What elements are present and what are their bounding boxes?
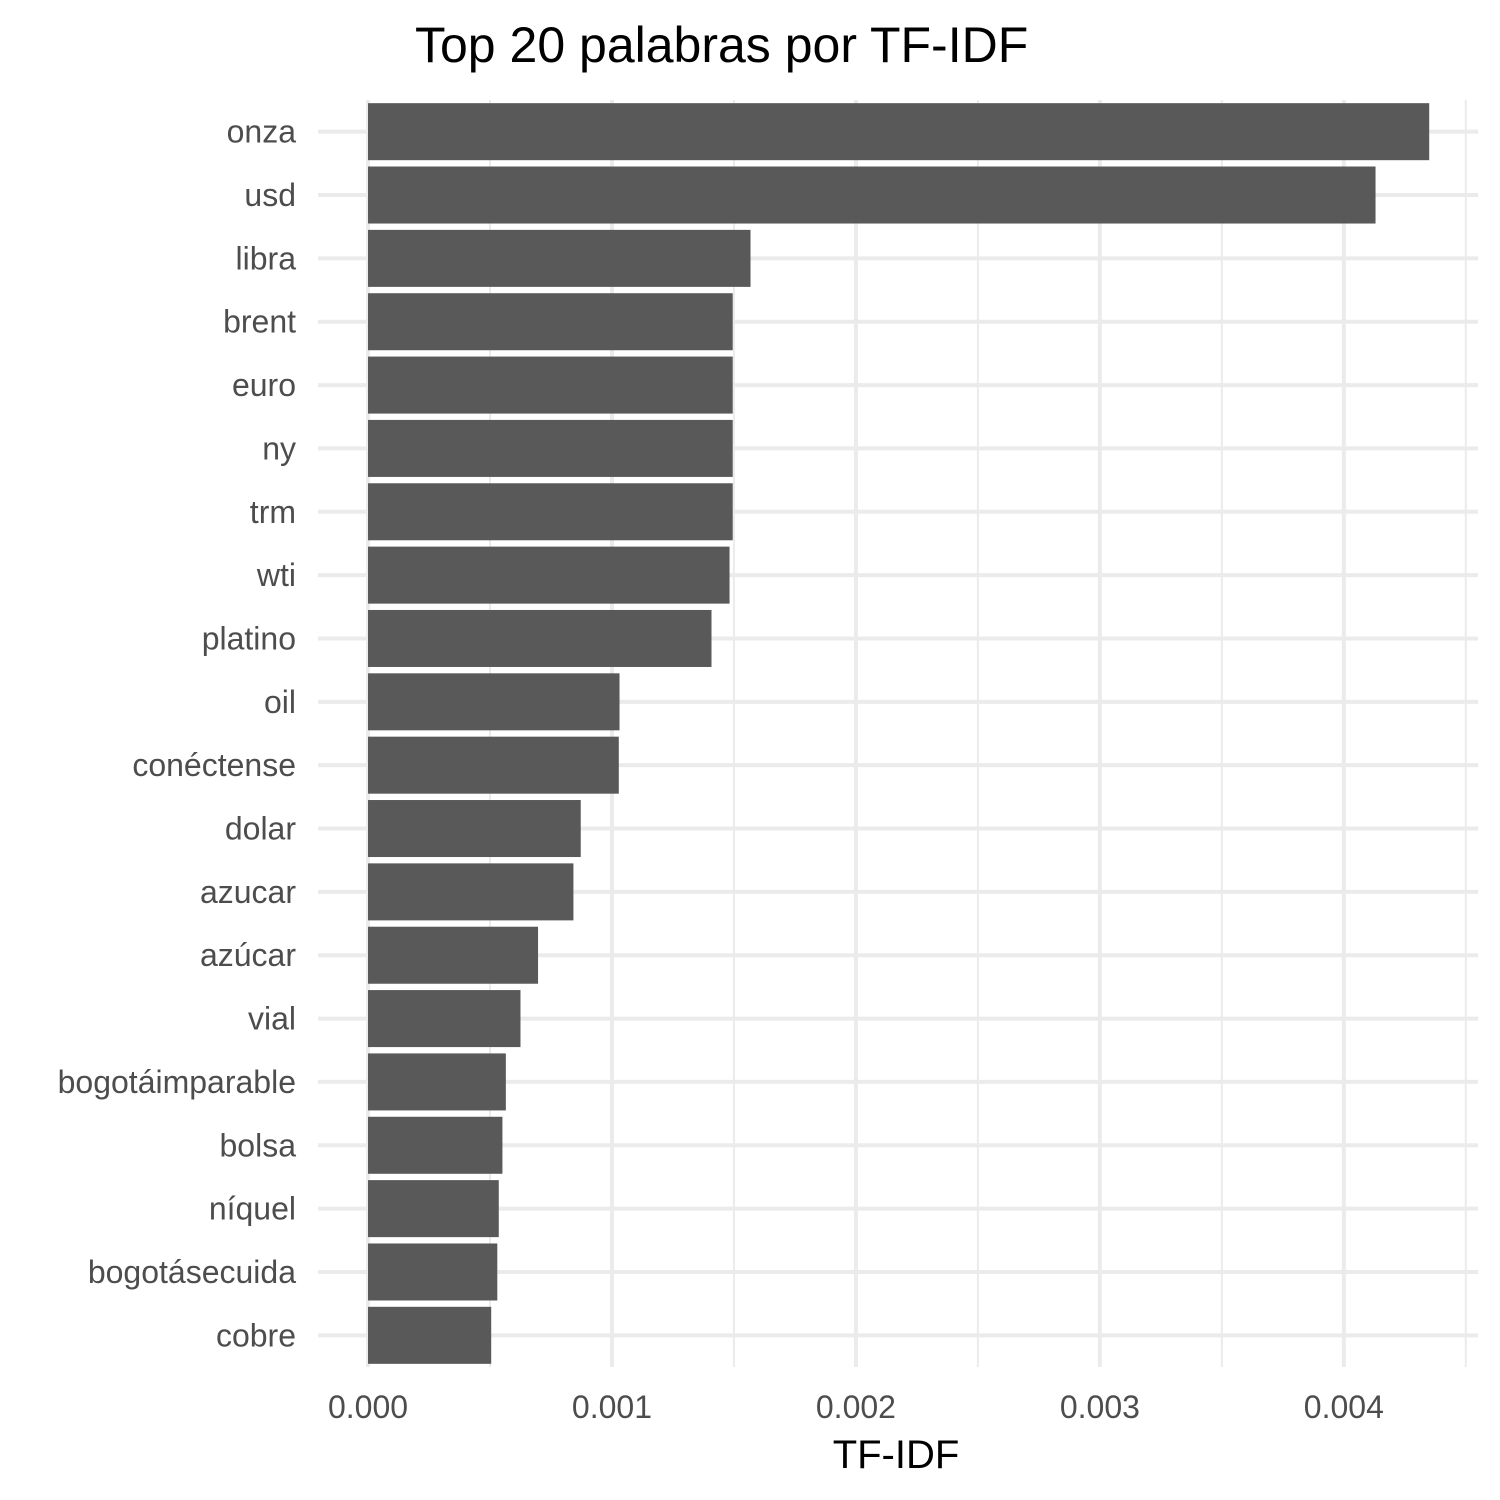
x-tick-label: 0.002 bbox=[816, 1389, 896, 1425]
bar-cobre bbox=[368, 1306, 492, 1364]
y-tick-label: brent bbox=[223, 304, 296, 340]
bar-bogotáimparable bbox=[368, 1053, 506, 1111]
bars bbox=[368, 103, 1430, 1364]
bar-bolsa bbox=[368, 1116, 503, 1174]
bar-trm bbox=[368, 483, 733, 541]
bar-conéctense bbox=[368, 736, 619, 794]
bar-oil bbox=[368, 673, 620, 731]
y-tick-label: usd bbox=[244, 177, 296, 213]
bar-dolar bbox=[368, 800, 581, 858]
y-tick-label: bolsa bbox=[220, 1127, 297, 1163]
bar-platino bbox=[368, 609, 712, 667]
bar-libra bbox=[368, 229, 751, 287]
x-tick-label: 0.001 bbox=[572, 1389, 652, 1425]
y-tick-label: platino bbox=[202, 620, 296, 656]
x-tick-label: 0.000 bbox=[328, 1389, 408, 1425]
bar-ny bbox=[368, 419, 733, 477]
y-tick-label: conéctense bbox=[132, 747, 296, 783]
y-tick-label: wti bbox=[256, 557, 296, 593]
y-tick-label: azucar bbox=[200, 874, 296, 910]
bar-onza bbox=[368, 103, 1430, 161]
x-tick-label: 0.004 bbox=[1304, 1389, 1384, 1425]
y-tick-label: bogotásecuida bbox=[88, 1254, 296, 1290]
y-tick-label: bogotáimparable bbox=[58, 1064, 296, 1100]
y-tick-label: ny bbox=[262, 430, 296, 466]
bar-wti bbox=[368, 546, 730, 604]
bar-bogotásecuida bbox=[368, 1243, 498, 1301]
x-axis-title: TF-IDF bbox=[833, 1433, 960, 1477]
y-tick-label: níquel bbox=[209, 1191, 296, 1227]
x-axis-labels: 0.000 0.001 0.002 0.003 0.004 bbox=[328, 1389, 1384, 1425]
bar-usd bbox=[368, 166, 1376, 224]
bar-euro bbox=[368, 356, 733, 414]
bar-azúcar bbox=[368, 926, 539, 984]
bar-vial bbox=[368, 990, 521, 1048]
y-axis-labels: onza usd libra brent euro ny trm wti platino oil c… bbox=[58, 114, 297, 1354]
major-gridlines bbox=[318, 100, 1478, 1367]
y-tick-label: azúcar bbox=[200, 937, 296, 973]
bar-azucar bbox=[368, 863, 574, 921]
bar-brent bbox=[368, 293, 733, 351]
x-tick-label: 0.003 bbox=[1060, 1389, 1140, 1425]
chart-title: Top 20 palabras por TF-IDF bbox=[415, 17, 1028, 73]
y-tick-label: trm bbox=[250, 494, 296, 530]
y-tick-label: onza bbox=[227, 114, 297, 150]
bar-níquel bbox=[368, 1180, 499, 1238]
minor-gridlines bbox=[488, 100, 1467, 1367]
y-tick-label: libra bbox=[236, 240, 297, 276]
y-tick-label: euro bbox=[232, 367, 296, 403]
y-tick-label: cobre bbox=[216, 1317, 296, 1353]
y-tick-label: dolar bbox=[225, 811, 297, 847]
y-tick-label: vial bbox=[248, 1001, 296, 1037]
y-tick-label: oil bbox=[264, 684, 296, 720]
